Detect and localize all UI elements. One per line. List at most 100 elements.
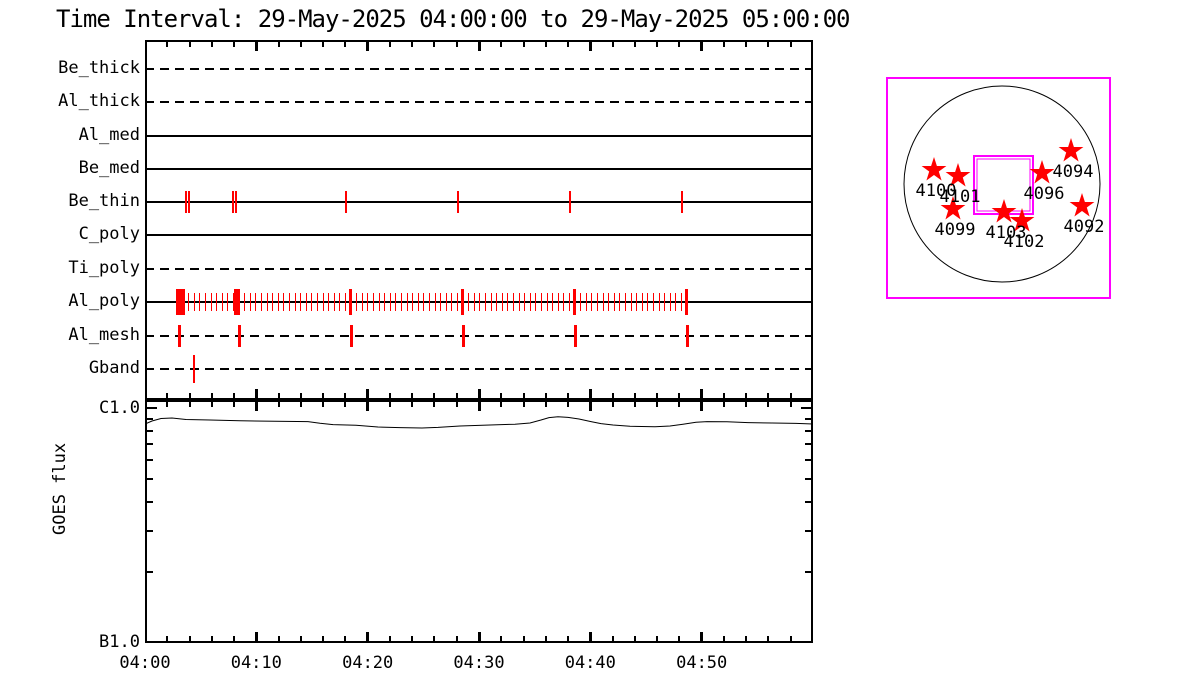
time-axis-tick (656, 42, 659, 47)
filter-row-line (145, 268, 813, 270)
event-tick-bold (460, 289, 464, 315)
time-axis-tick (522, 42, 525, 47)
time-axis-tick (388, 636, 391, 641)
goes-flux-curve (145, 416, 813, 429)
map-frame (886, 77, 1111, 299)
event-tick (244, 293, 246, 311)
event-tick (199, 293, 201, 311)
event-tick (461, 325, 465, 347)
filter-row-line (145, 168, 813, 170)
event-tick (541, 293, 542, 311)
time-axis-tick (366, 389, 370, 398)
time-axis-tick (166, 402, 169, 407)
filter-row-line (145, 234, 813, 236)
goes-c1-tick (801, 407, 811, 409)
time-axis-tick (166, 636, 169, 641)
event-tick (177, 325, 181, 347)
time-axis-tick (544, 42, 547, 47)
time-axis-tick (567, 42, 570, 47)
event-tick (457, 293, 458, 311)
event-tick (468, 293, 470, 311)
time-axis-tick (633, 393, 636, 398)
time-axis-tick (588, 632, 592, 641)
time-axis-tick (322, 636, 325, 641)
active-region-label: 4092 (1063, 217, 1105, 237)
time-axis-tick (789, 42, 792, 47)
event-tick (249, 293, 251, 311)
time-axis-tick (277, 402, 280, 407)
time-axis-tick (588, 42, 592, 51)
event-tick (434, 293, 436, 311)
event-tick (406, 293, 408, 311)
event-tick (185, 191, 187, 213)
time-axis-tick (789, 402, 792, 407)
time-axis-tick (656, 402, 659, 407)
time-axis-tick (299, 42, 302, 47)
event-tick (395, 293, 397, 311)
event-tick (417, 293, 419, 311)
time-axis-tick (700, 402, 704, 411)
goes-log-tick (147, 500, 153, 503)
star-marker (1058, 138, 1084, 162)
time-axis-tick (188, 42, 191, 47)
time-axis-tick (522, 402, 525, 407)
event-tick (266, 293, 268, 311)
event-tick (235, 191, 237, 213)
time-axis-tick (745, 42, 748, 47)
time-axis-tick (411, 636, 414, 641)
event-tick-bold (684, 289, 688, 315)
time-axis-tick (767, 636, 770, 641)
time-axis-tick (633, 636, 636, 641)
time-axis-tick (233, 393, 236, 398)
filter-row-line (145, 101, 813, 103)
time-axis-label: 04:10 (230, 653, 282, 673)
event-tick (389, 293, 391, 311)
event-tick (685, 325, 689, 347)
event-tick (412, 293, 414, 311)
active-region-label: 4096 (1023, 184, 1065, 204)
event-tick (569, 191, 571, 213)
event-tick-bold (572, 289, 576, 315)
time-axis-tick (254, 389, 258, 398)
time-axis-tick (611, 402, 614, 407)
time-axis-tick (633, 42, 636, 47)
event-tick (681, 191, 683, 213)
time-axis-tick (544, 636, 547, 641)
event-tick (339, 293, 341, 311)
event-tick (501, 293, 503, 311)
goes-top-axis-label: C1.0 (99, 398, 140, 418)
active-region-label: 4099 (934, 220, 976, 240)
event-tick (322, 293, 324, 311)
time-axis-tick (254, 402, 258, 411)
time-axis-tick (611, 636, 614, 641)
event-tick-bold (175, 289, 179, 315)
time-axis-tick (567, 402, 570, 407)
time-axis-tick (477, 42, 481, 51)
event-tick (485, 293, 486, 311)
event-tick (602, 293, 604, 311)
filter-row-label: Al_med (78, 125, 140, 145)
star-marker (1069, 193, 1095, 217)
time-axis-tick (344, 393, 347, 398)
goes-c1-tick (147, 407, 157, 409)
star-marker (1009, 208, 1035, 232)
event-tick-bold (178, 289, 182, 315)
time-axis-label: 04:40 (564, 653, 616, 673)
time-axis-tick (656, 636, 659, 641)
event-tick (535, 293, 537, 311)
time-axis-tick (388, 393, 391, 398)
time-axis-tick (166, 42, 169, 47)
time-axis-tick (433, 402, 436, 407)
solar-limb-circle (903, 85, 1101, 283)
time-axis-tick (700, 389, 704, 398)
event-tick (647, 293, 649, 311)
time-axis-tick (722, 636, 725, 641)
time-axis-tick (477, 632, 481, 641)
time-axis-tick (477, 389, 481, 398)
goes-log-tick (805, 477, 811, 480)
filter-row-label: C_poly (78, 224, 140, 244)
time-axis-tick (767, 42, 770, 47)
goes-log-tick (805, 429, 811, 432)
goes-log-tick (147, 477, 153, 480)
